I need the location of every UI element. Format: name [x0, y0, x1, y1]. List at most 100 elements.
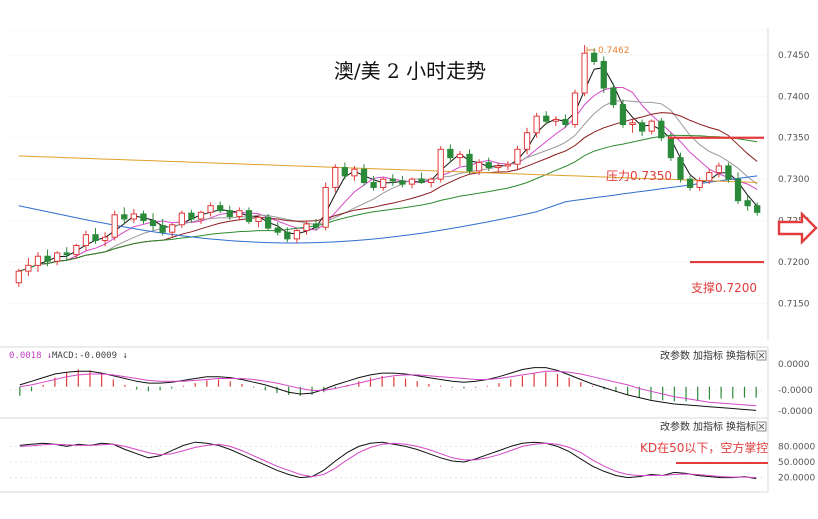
candle-body — [149, 220, 157, 227]
candle-body — [485, 162, 492, 169]
long-average-line — [18, 175, 758, 244]
candle-body — [130, 213, 138, 220]
price-tick-labels: 0.74500.74000.73500.73000.72500.72000.71… — [778, 51, 810, 310]
candle-body — [322, 186, 329, 228]
kd-line — [19, 442, 757, 479]
candle-body — [504, 163, 512, 167]
price-tick-label: 0.7150 — [778, 299, 810, 309]
candle-body — [648, 120, 655, 132]
candle-body — [264, 216, 272, 229]
candle-body — [475, 162, 483, 172]
moving-average-line — [18, 100, 758, 272]
candle-body — [754, 205, 761, 213]
kd-tick-label: 20.0000 — [778, 474, 815, 484]
candle-body — [111, 214, 118, 238]
candle-body — [255, 216, 262, 222]
candle-body — [495, 165, 502, 169]
candlestick-series — [15, 44, 761, 287]
candle-body — [312, 223, 320, 228]
candle-body — [226, 210, 233, 217]
kd-edit-params-button[interactable]: 改参数 — [660, 420, 690, 433]
candle-body — [197, 211, 205, 220]
chart-title: 澳/美 2 小时走势 — [334, 59, 486, 83]
candle-body — [514, 148, 521, 165]
candle-body — [178, 212, 185, 226]
candle-body — [600, 60, 607, 89]
candle-body — [92, 234, 99, 241]
kd-switch-indicator-button[interactable]: 换指标 — [726, 420, 756, 433]
candle-body — [686, 178, 694, 188]
macd-header-value: MACD:-0.0009 ↓ — [52, 351, 128, 361]
candle-body — [562, 119, 569, 125]
macd-line — [19, 370, 757, 407]
candle-body — [466, 153, 473, 172]
kd-tick-label: 80.0000 — [778, 442, 815, 452]
long-average-line — [18, 155, 758, 183]
candle-body — [44, 255, 51, 262]
candle-body — [456, 153, 464, 159]
candle-body — [245, 210, 253, 222]
candle-body — [725, 165, 732, 180]
candle-body — [706, 172, 713, 182]
main-price-panel: 0.74500.74000.73500.73000.72500.72000.71… — [10, 28, 818, 340]
candle-body — [418, 178, 425, 183]
candle-body — [619, 104, 627, 125]
macd-switch-indicator-button[interactable]: 换指标 — [726, 349, 756, 362]
candle-body — [159, 225, 166, 233]
kd-panel: 80.0000 50.0000 20.0000 改参数 加指标 换指标 KD在50以… — [0, 417, 815, 493]
candle-body — [82, 234, 90, 246]
resistance-label: 压力0.7350 — [606, 169, 672, 183]
macd-tick-label: 0.0000 — [778, 360, 810, 370]
macd-header-prefix: 0.0018 ↓ — [9, 351, 52, 361]
candle-body — [629, 122, 636, 125]
macd-close-icon[interactable] — [756, 350, 767, 361]
down-trend-arrow-icon — [777, 211, 818, 245]
high-marker: 0.7462 — [586, 46, 630, 56]
candle-body — [34, 255, 42, 266]
candle-body — [73, 244, 80, 256]
moving-average-line — [18, 112, 758, 272]
candle-body — [437, 148, 444, 180]
candle-body — [54, 252, 61, 262]
candle-body — [734, 178, 742, 202]
kd-line — [19, 441, 757, 480]
kd-close-icon[interactable] — [756, 421, 767, 432]
moving-average-line — [18, 87, 758, 272]
candle-body — [207, 205, 214, 213]
candle-body — [408, 178, 416, 185]
price-tick-label: 0.7400 — [778, 92, 810, 102]
candle-body — [581, 52, 588, 94]
candle-body — [303, 223, 310, 232]
macd-line — [19, 367, 757, 411]
candle-body — [380, 178, 387, 188]
macd-histogram — [19, 369, 757, 402]
candle-body — [533, 115, 540, 134]
candle-body — [169, 224, 176, 233]
candle-body — [140, 213, 147, 222]
macd-edit-params-button[interactable]: 改参数 — [660, 349, 690, 362]
price-tick-label: 0.7350 — [778, 134, 810, 144]
candle-body — [293, 230, 301, 240]
candle-body — [677, 157, 684, 180]
kd-tick-label: 50.0000 — [778, 458, 815, 468]
candle-body — [15, 270, 22, 284]
macd-tick-labels: 0.0000 -0.0000 -0.0000 — [778, 360, 813, 417]
macd-add-indicator-button[interactable]: 加指标 — [693, 349, 723, 362]
candle-body — [284, 231, 291, 240]
candle-body — [188, 212, 195, 220]
candle-body — [715, 165, 722, 174]
candle-body — [523, 132, 531, 150]
kd-tick-labels: 80.0000 50.0000 20.0000 — [778, 442, 815, 483]
candle-body — [236, 210, 243, 217]
candle-body — [744, 200, 751, 207]
kd-add-indicator-button[interactable]: 加指标 — [693, 420, 723, 433]
candle-body — [428, 178, 435, 183]
candle-body — [370, 181, 377, 188]
candle-body — [351, 168, 358, 177]
candle-body — [658, 120, 665, 139]
candle-body — [360, 168, 368, 183]
moving-average-line — [18, 134, 758, 272]
kd-annotation: KD在50以下，空方掌控 — [640, 440, 768, 455]
price-tick-label: 0.7300 — [778, 175, 810, 185]
